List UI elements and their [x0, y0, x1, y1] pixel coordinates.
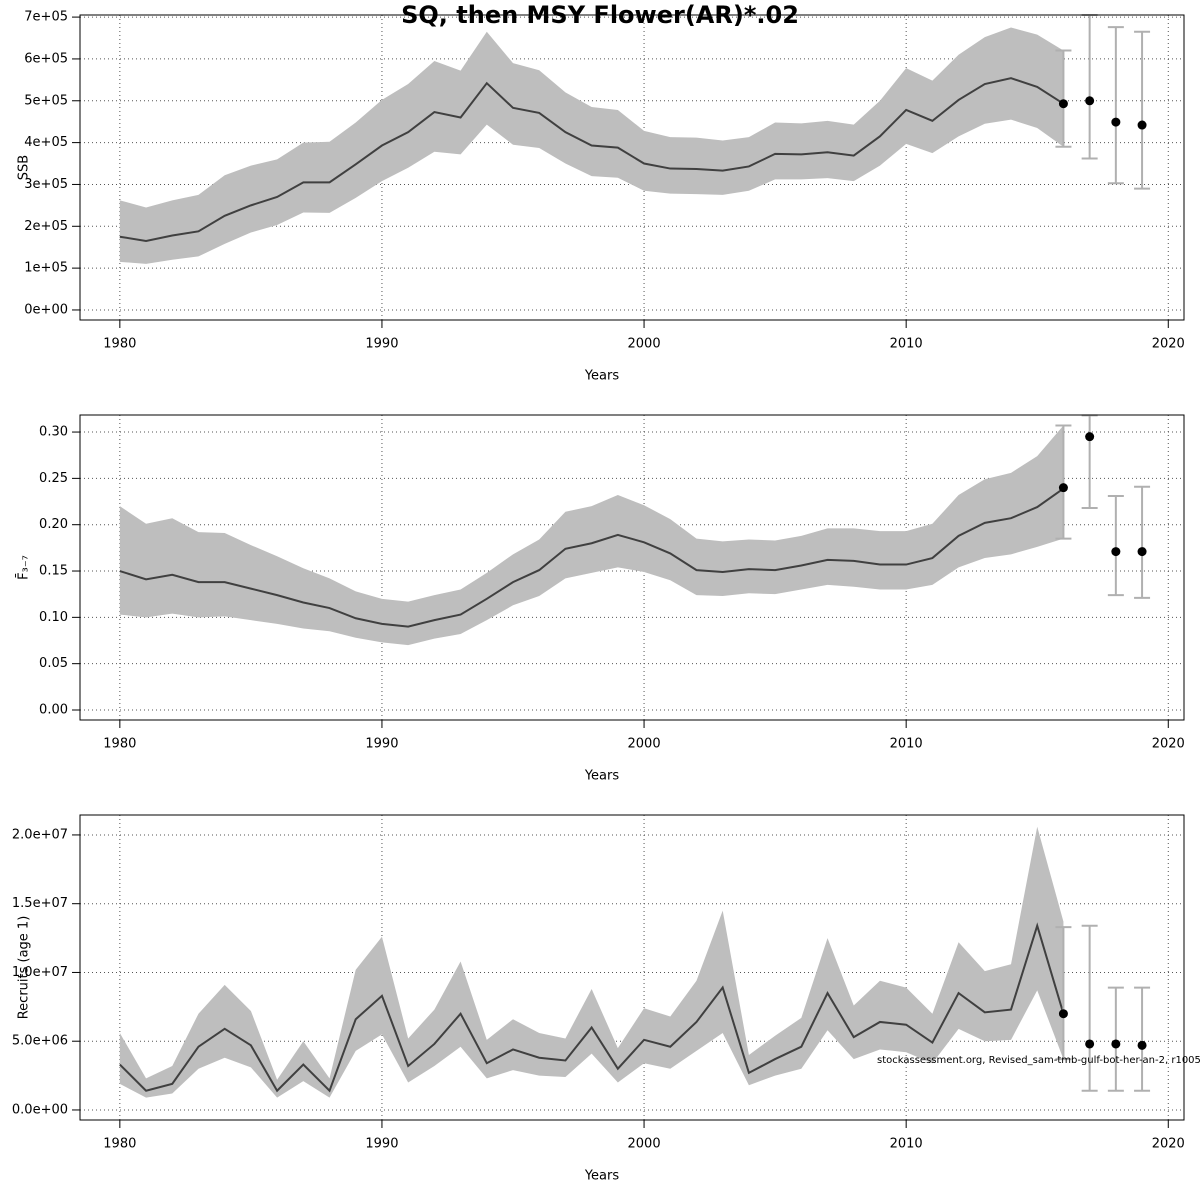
y-tick-label: 5.0e+06: [12, 1034, 68, 1049]
forecast-point: [1137, 120, 1147, 130]
y-tick-label: 2.0e+07: [12, 827, 68, 842]
x-tick-label: 1990: [365, 1137, 398, 1152]
y-tick-label: 0.00: [39, 702, 68, 717]
x-tick-label: 2010: [890, 1137, 923, 1152]
forecast-point: [1085, 96, 1095, 106]
forecast-point: [1058, 99, 1068, 109]
x-tick-label: 1980: [103, 1137, 136, 1152]
x-tick-label: 2020: [1152, 337, 1185, 352]
estimate-line: [119, 922, 1065, 1093]
forecast-point: [1137, 547, 1147, 557]
x-axis-label: Years: [584, 1169, 620, 1184]
y-tick-label: 0.10: [39, 610, 68, 625]
y-tick-label: 0e+00: [24, 302, 68, 317]
x-tick-label: 2020: [1152, 1137, 1185, 1152]
y-tick-label: 4e+05: [24, 135, 68, 150]
x-tick-label: 1980: [103, 337, 136, 352]
forecast-point: [1058, 483, 1068, 493]
annotation: stockassessment.org, Revised_sam-tmb-gul…: [877, 1055, 1200, 1066]
x-tick-label: 2000: [628, 737, 661, 752]
x-tick-label: 2000: [628, 1137, 661, 1152]
plot-frame: [79, 414, 1185, 721]
plot-frame: [79, 814, 1185, 1121]
y-axis-label: Recruits (age 1): [17, 916, 32, 1020]
forecast-point: [1111, 547, 1121, 557]
estimate-line: [119, 77, 1064, 242]
y-tick-label: 2e+05: [24, 219, 68, 234]
x-tick-label: 1990: [365, 737, 398, 752]
forecast-point: [1085, 432, 1095, 442]
x-tick-label: 2010: [890, 737, 923, 752]
x-axis-label: Years: [584, 769, 620, 784]
chart-title: SQ, then MSY Flower(AR)*.02: [401, 1, 799, 29]
x-tick-label: 2010: [890, 337, 923, 352]
y-tick-label: 0.0e+00: [12, 1102, 68, 1117]
forecast-point: [1085, 1039, 1095, 1049]
y-tick-label: 0.05: [39, 656, 68, 671]
forecast-point: [1137, 1040, 1147, 1050]
y-tick-label: 7e+05: [24, 10, 68, 25]
confidence-band: [119, 425, 1064, 646]
y-tick-label: 0.30: [39, 425, 68, 440]
y-tick-label: 0.25: [39, 471, 68, 486]
forecast-point: [1058, 1009, 1068, 1019]
x-tick-label: 1990: [365, 337, 398, 352]
plot-frame: [79, 14, 1185, 321]
y-tick-label: 0.20: [39, 517, 68, 532]
x-tick-label: 2000: [628, 337, 661, 352]
x-tick-label: 2020: [1152, 737, 1185, 752]
forecast-point: [1111, 1039, 1121, 1049]
y-tick-label: 5e+05: [24, 93, 68, 108]
x-tick-label: 1980: [103, 737, 136, 752]
y-tick-label: 1e+05: [24, 261, 68, 276]
y-tick-label: 0.15: [39, 564, 68, 579]
y-tick-label: 1.5e+07: [12, 896, 68, 911]
y-tick-label: 3e+05: [24, 177, 68, 192]
estimate-line: [119, 487, 1065, 628]
y-tick-label: 6e+05: [24, 51, 68, 66]
confidence-band: [119, 826, 1064, 1098]
y-axis-label: F̄₃₋₇: [16, 555, 31, 580]
y-tick-label: 1.0e+07: [12, 965, 68, 980]
x-axis-label: Years: [584, 369, 620, 384]
forecast-point: [1111, 117, 1121, 127]
y-axis-label: SSB: [17, 155, 32, 180]
